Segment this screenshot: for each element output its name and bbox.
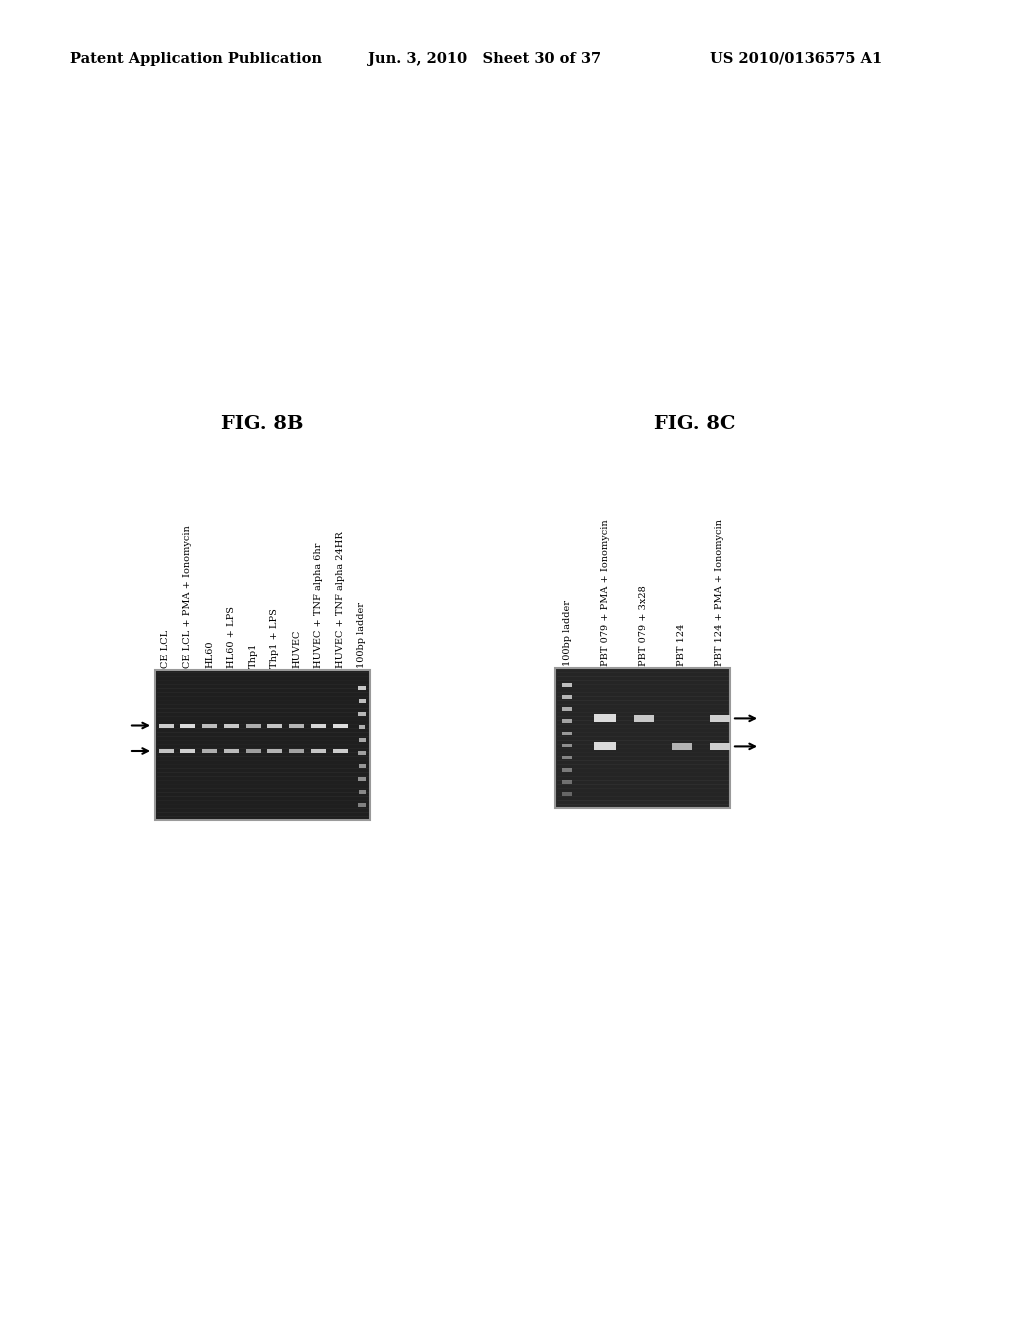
FancyBboxPatch shape (710, 743, 730, 750)
Text: CE LCL: CE LCL (162, 630, 171, 668)
FancyBboxPatch shape (562, 743, 572, 747)
FancyBboxPatch shape (202, 748, 217, 752)
Text: HUVEC: HUVEC (292, 630, 301, 668)
FancyBboxPatch shape (358, 700, 366, 702)
FancyBboxPatch shape (672, 743, 692, 750)
FancyBboxPatch shape (180, 723, 196, 727)
Text: PBT 124: PBT 124 (677, 623, 686, 667)
Text: Jun. 3, 2010   Sheet 30 of 37: Jun. 3, 2010 Sheet 30 of 37 (368, 51, 601, 66)
FancyBboxPatch shape (155, 671, 370, 820)
FancyBboxPatch shape (358, 751, 366, 755)
Text: US 2010/0136575 A1: US 2010/0136575 A1 (710, 51, 883, 66)
Text: HUVEC + TNF alpha 6hr: HUVEC + TNF alpha 6hr (314, 543, 323, 668)
Text: FIG. 8C: FIG. 8C (654, 414, 736, 433)
FancyBboxPatch shape (358, 764, 366, 768)
FancyBboxPatch shape (358, 738, 366, 742)
FancyBboxPatch shape (311, 748, 326, 752)
FancyBboxPatch shape (555, 668, 730, 808)
Text: Thp1: Thp1 (249, 643, 258, 668)
FancyBboxPatch shape (634, 715, 653, 722)
FancyBboxPatch shape (594, 742, 616, 750)
Text: Thp1 + LPS: Thp1 + LPS (270, 609, 280, 668)
FancyBboxPatch shape (594, 714, 616, 722)
FancyBboxPatch shape (311, 723, 326, 727)
FancyBboxPatch shape (157, 672, 368, 818)
Text: PBT 079 + PMA + Ionomycin: PBT 079 + PMA + Ionomycin (601, 519, 609, 667)
FancyBboxPatch shape (562, 756, 572, 759)
Text: PBT 124 + PMA + Ionomycin: PBT 124 + PMA + Ionomycin (716, 519, 725, 667)
FancyBboxPatch shape (289, 748, 304, 752)
FancyBboxPatch shape (358, 686, 366, 690)
FancyBboxPatch shape (710, 715, 730, 722)
FancyBboxPatch shape (562, 792, 572, 796)
FancyBboxPatch shape (224, 723, 239, 727)
Text: CE LCL + PMA + Ionomycin: CE LCL + PMA + Ionomycin (183, 525, 193, 668)
FancyBboxPatch shape (358, 804, 366, 807)
FancyBboxPatch shape (202, 723, 217, 727)
FancyBboxPatch shape (562, 696, 572, 698)
FancyBboxPatch shape (333, 723, 348, 727)
FancyBboxPatch shape (159, 723, 173, 727)
Text: HL60 + LPS: HL60 + LPS (227, 606, 236, 668)
FancyBboxPatch shape (267, 748, 283, 752)
FancyBboxPatch shape (267, 723, 283, 727)
FancyBboxPatch shape (246, 748, 261, 752)
Text: PBT 079 + 3x28: PBT 079 + 3x28 (639, 585, 648, 667)
Text: Patent Application Publication: Patent Application Publication (70, 51, 322, 66)
Text: 100bp ladder: 100bp ladder (562, 601, 571, 667)
FancyBboxPatch shape (159, 748, 173, 752)
FancyBboxPatch shape (562, 682, 572, 686)
FancyBboxPatch shape (289, 723, 304, 727)
FancyBboxPatch shape (562, 708, 572, 711)
FancyBboxPatch shape (358, 791, 366, 793)
FancyBboxPatch shape (562, 768, 572, 771)
FancyBboxPatch shape (358, 713, 366, 715)
FancyBboxPatch shape (562, 731, 572, 735)
FancyBboxPatch shape (359, 725, 365, 729)
Text: HUVEC + TNF alpha 24HR: HUVEC + TNF alpha 24HR (336, 531, 345, 668)
Text: FIG. 8B: FIG. 8B (221, 414, 303, 433)
FancyBboxPatch shape (180, 748, 196, 752)
Text: HL60: HL60 (205, 640, 214, 668)
FancyBboxPatch shape (562, 780, 572, 784)
FancyBboxPatch shape (333, 748, 348, 752)
FancyBboxPatch shape (562, 719, 572, 723)
FancyBboxPatch shape (246, 723, 261, 727)
FancyBboxPatch shape (358, 777, 366, 781)
FancyBboxPatch shape (224, 748, 239, 752)
Text: 100bp ladder: 100bp ladder (357, 602, 367, 668)
